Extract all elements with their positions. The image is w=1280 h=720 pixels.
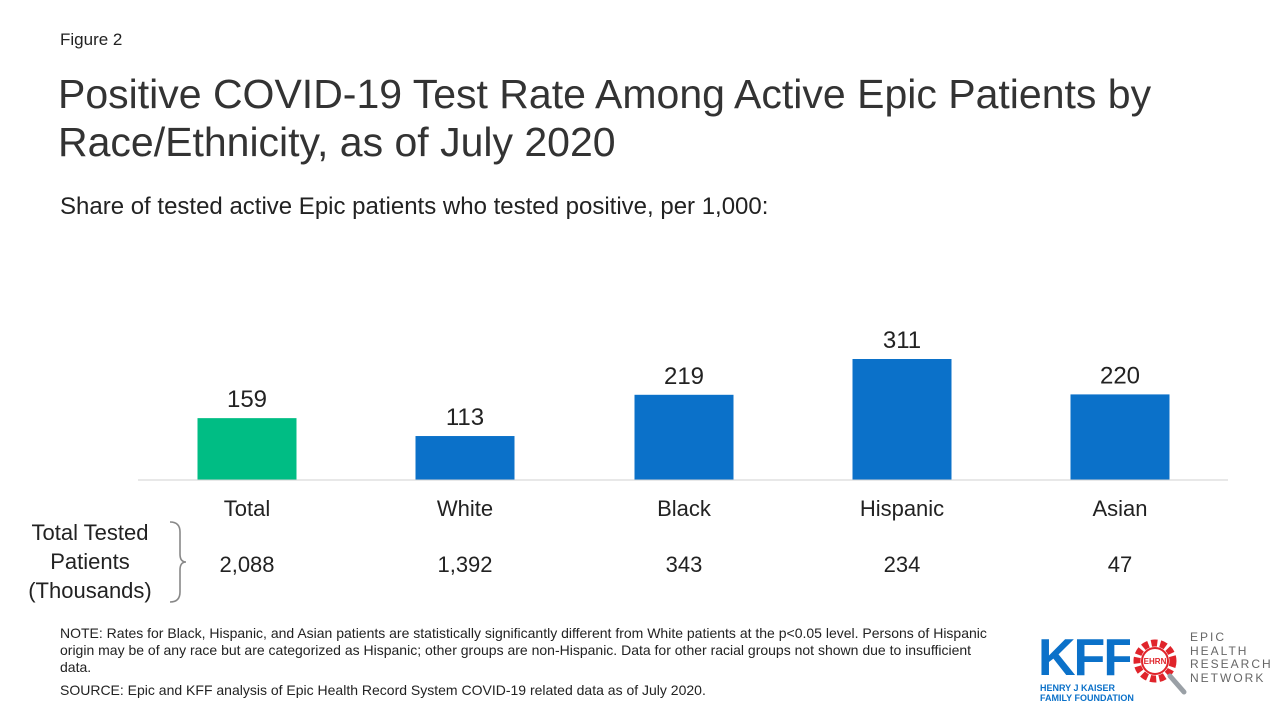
category-label-total: Total: [224, 496, 270, 521]
chart-title: Positive COVID-19 Test Rate Among Active…: [58, 71, 1152, 165]
tested-value-hispanic: 234: [884, 552, 921, 577]
tested-patients-label: Total Tested Patients (Thousands): [18, 518, 162, 605]
bar-black: [634, 394, 734, 480]
tested-label-line: Total Tested: [31, 520, 149, 545]
tested-value-black: 343: [666, 552, 703, 577]
figure-label: Figure 2: [60, 30, 123, 49]
notes-block: NOTE: Rates for Black, Hispanic, and Asi…: [60, 625, 1000, 699]
kff-sub-line: FAMILY FOUNDATION: [1040, 693, 1134, 703]
tested-label-line: Patients: [50, 549, 130, 574]
data-label-total: 159: [227, 386, 267, 413]
ehrn-line: NETWORK: [1190, 670, 1266, 685]
category-labels: Total White Black Hispanic Asian: [224, 496, 1148, 521]
bar-total: [197, 418, 297, 480]
ehrn-logo-text: EPIC HEALTH RESEARCH NETWORK: [1190, 630, 1273, 685]
category-label-white: White: [437, 496, 493, 521]
ehrn-gear-magnifier-icon: EHRN: [1133, 639, 1187, 695]
curly-brace-icon: [169, 521, 187, 603]
bar-white: [415, 436, 515, 480]
ehrn-line: RESEARCH: [1190, 657, 1273, 671]
tested-label-line: (Thousands): [28, 578, 152, 603]
kff-logo-text: KFF: [1038, 630, 1130, 682]
chart-subtitle: Share of tested active Epic patients who…: [60, 193, 769, 220]
ehrn-line: HEALTH: [1190, 643, 1249, 658]
kff-logo: KFF: [1038, 630, 1130, 682]
kff-sub-line: HENRY J KAISER: [1040, 683, 1116, 693]
bar-series: [197, 359, 1170, 480]
ehrn-line: EPIC: [1190, 630, 1227, 644]
source-text: SOURCE: Epic and KFF analysis of Epic He…: [60, 682, 706, 698]
kff-logo-subtitle: HENRY J KAISER FAMILY FOUNDATION: [1040, 683, 1134, 703]
tested-value-asian: 47: [1108, 552, 1132, 577]
category-label-asian: Asian: [1092, 496, 1147, 521]
bar-hispanic: [852, 359, 952, 480]
category-label-hispanic: Hispanic: [860, 496, 944, 521]
ehrn-badge-text: EHRN: [1144, 657, 1167, 666]
data-labels: 159 113 219 311 220: [227, 327, 1140, 431]
tested-value-white: 1,392: [437, 552, 492, 577]
bar-asian: [1070, 394, 1170, 480]
tested-patients-row: 2,088 1,392 343 234 47: [219, 552, 1132, 577]
data-label-black: 219: [664, 363, 704, 390]
tested-value-total: 2,088: [219, 552, 274, 577]
data-label-hispanic: 311: [883, 327, 921, 354]
data-label-asian: 220: [1100, 362, 1140, 389]
data-label-white: 113: [446, 404, 484, 431]
note-text: NOTE: Rates for Black, Hispanic, and Asi…: [60, 625, 987, 675]
category-label-black: Black: [657, 496, 712, 521]
